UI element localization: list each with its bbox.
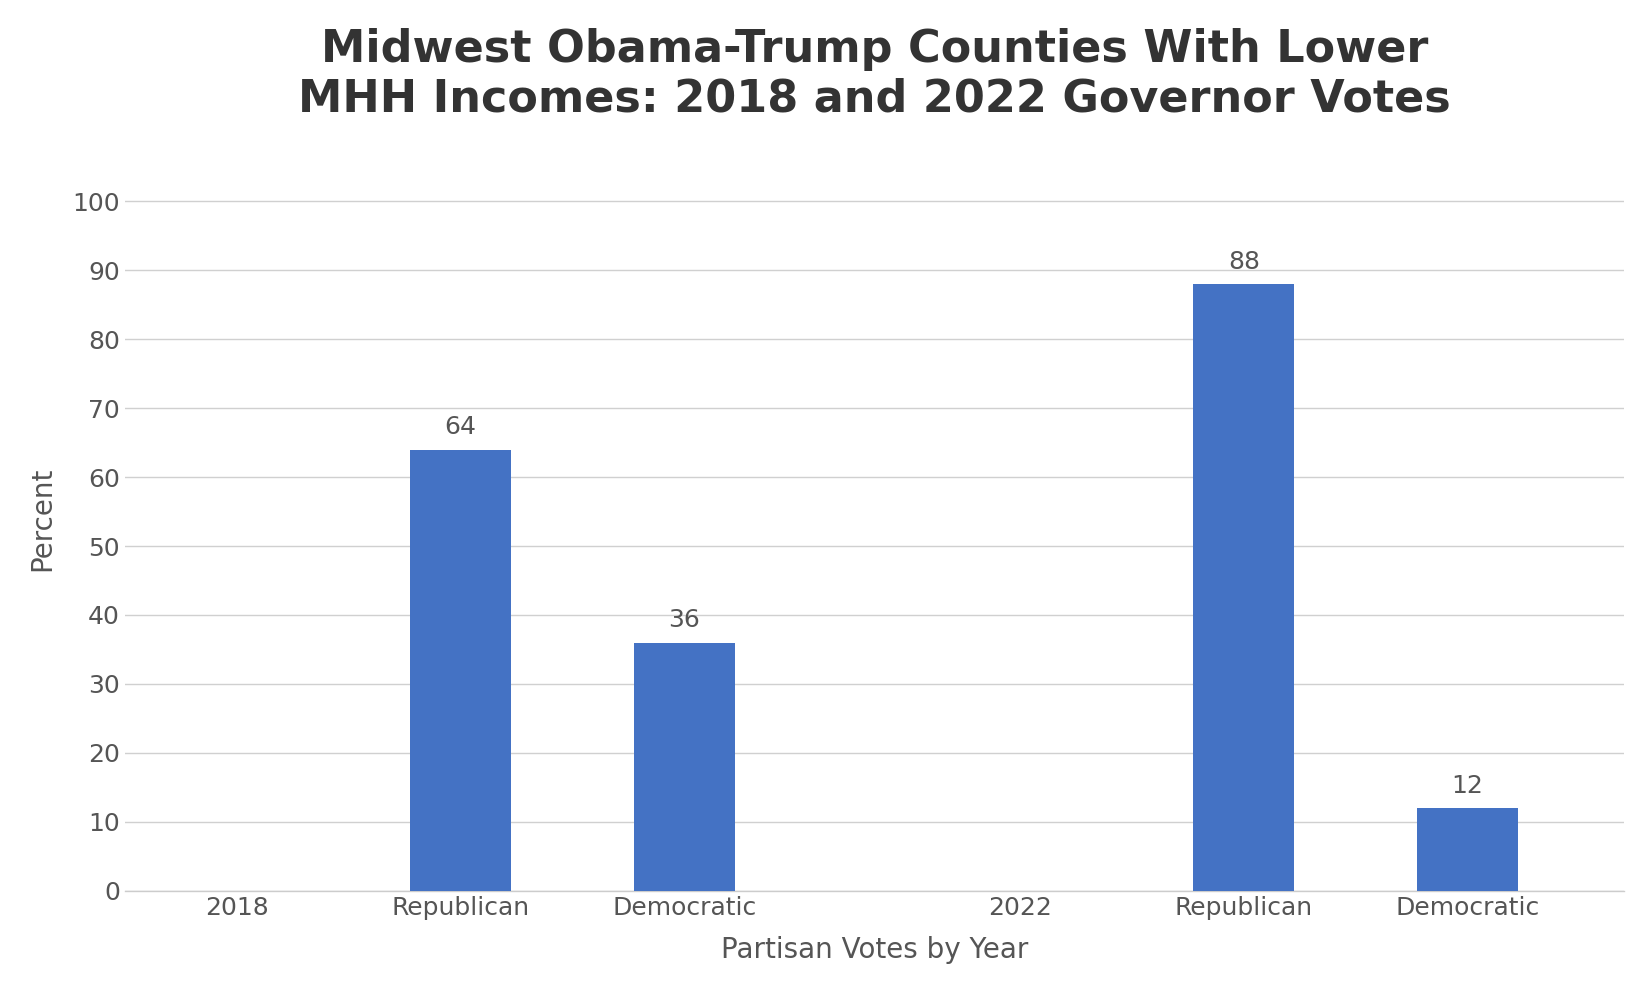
Text: 88: 88 [1227,250,1260,274]
Bar [1193,284,1294,891]
Title: Midwest Obama-Trump Counties With Lower
MHH Incomes: 2018 and 2022 Governor Vote: Midwest Obama-Trump Counties With Lower … [299,28,1450,121]
Y-axis label: Percent: Percent [28,466,56,570]
Text: 12: 12 [1452,774,1483,798]
Text: 36: 36 [669,608,700,632]
Bar [410,449,510,891]
X-axis label: Partisan Votes by Year: Partisan Votes by Year [720,936,1028,964]
Bar [634,643,735,891]
Bar [1417,807,1518,891]
Text: 64: 64 [444,416,476,439]
